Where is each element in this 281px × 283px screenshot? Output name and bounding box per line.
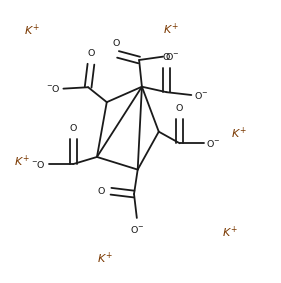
Text: O$^{-}$: O$^{-}$	[130, 224, 144, 235]
Text: K$^+$: K$^+$	[163, 22, 180, 37]
Text: K$^+$: K$^+$	[222, 225, 239, 241]
Text: $^{-}$O: $^{-}$O	[46, 83, 61, 94]
Text: O: O	[70, 124, 77, 133]
Text: O: O	[163, 53, 170, 62]
Text: K$^+$: K$^+$	[14, 153, 30, 169]
Text: O: O	[113, 39, 120, 48]
Text: K$^+$: K$^+$	[24, 23, 40, 38]
Text: O$^{-}$: O$^{-}$	[165, 51, 180, 62]
Text: $^{-}$O: $^{-}$O	[31, 158, 46, 170]
Text: K$^+$: K$^+$	[97, 250, 114, 266]
Text: O$^{-}$: O$^{-}$	[206, 138, 220, 149]
Text: O$^{-}$: O$^{-}$	[194, 89, 208, 100]
Text: O: O	[97, 187, 105, 196]
Text: O: O	[87, 49, 95, 58]
Text: O: O	[176, 104, 183, 113]
Text: K$^+$: K$^+$	[231, 125, 247, 141]
